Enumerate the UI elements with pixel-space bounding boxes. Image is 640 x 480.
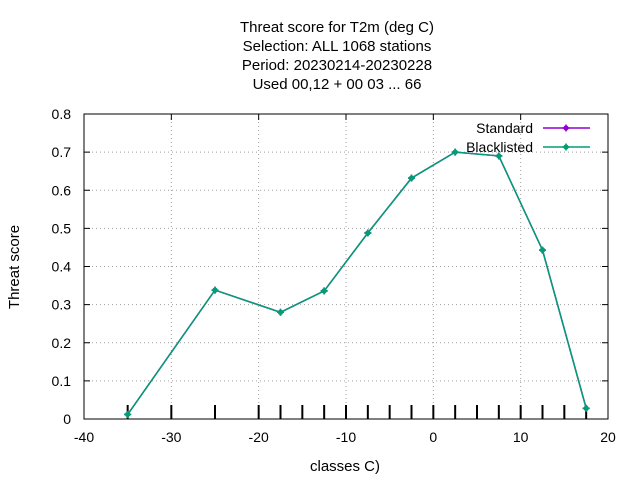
x-axis-label: classes C) (310, 458, 380, 475)
legend: Standard Blacklisted (466, 120, 590, 155)
y-axis-label: Threat score (6, 225, 23, 309)
y-tick-label: 0.1 (52, 373, 72, 389)
y-tick-label: 0.5 (52, 220, 72, 236)
class-marks (126, 405, 588, 419)
series-line (127, 151, 587, 415)
legend-label: Standard (476, 120, 533, 136)
data-point (408, 174, 415, 182)
title-line-1: Threat score for T2m (deg C) (240, 19, 434, 36)
series-blacklisted (124, 148, 590, 418)
tick-labels: -40 -30 -20 -10 0 10 20 0 0.1 0.2 0.3 0.4 0.5 0.6 0.7 0… (52, 106, 616, 445)
x-tick-label: 0 (429, 429, 437, 445)
data-point (562, 124, 570, 132)
y-tick-label: 0.3 (52, 297, 72, 313)
chart-title: Threat score for T2m (deg C) Selection: … (240, 19, 434, 93)
x-tick-label: -30 (161, 429, 181, 445)
y-tick-label: 0.6 (52, 182, 72, 198)
data-point (451, 148, 459, 156)
data-point (124, 410, 132, 418)
title-line-3: Period: 20230214-20230228 (242, 57, 432, 74)
data-point (211, 286, 219, 294)
title-line-2: Selection: ALL 1068 stations (243, 38, 432, 55)
series-layer (124, 148, 590, 418)
data-point (539, 246, 546, 254)
data-point (277, 308, 284, 316)
x-tick-label: 20 (600, 429, 616, 445)
y-tick-label: 0.4 (52, 259, 72, 275)
y-tick-label: 0 (63, 411, 71, 427)
series-line (127, 151, 587, 415)
series-standard (124, 148, 590, 418)
data-point (364, 229, 372, 237)
plot-frame (83, 113, 609, 420)
y-tick-label: 0.8 (52, 106, 72, 122)
x-tick-label: -20 (249, 429, 269, 445)
data-point (582, 404, 590, 412)
legend-label: Blacklisted (466, 139, 533, 155)
y-tick-label: 0.7 (52, 144, 72, 160)
x-tick-label: -10 (336, 429, 356, 445)
data-point (562, 143, 570, 151)
x-tick-label: -40 (74, 429, 94, 445)
grid (84, 114, 608, 419)
y-tick-label: 0.2 (52, 335, 72, 351)
x-tick-label: 10 (513, 429, 529, 445)
title-line-4: Used 00,12 + 00 03 ... 66 (253, 76, 422, 93)
data-point (495, 152, 503, 160)
data-point (320, 287, 328, 295)
